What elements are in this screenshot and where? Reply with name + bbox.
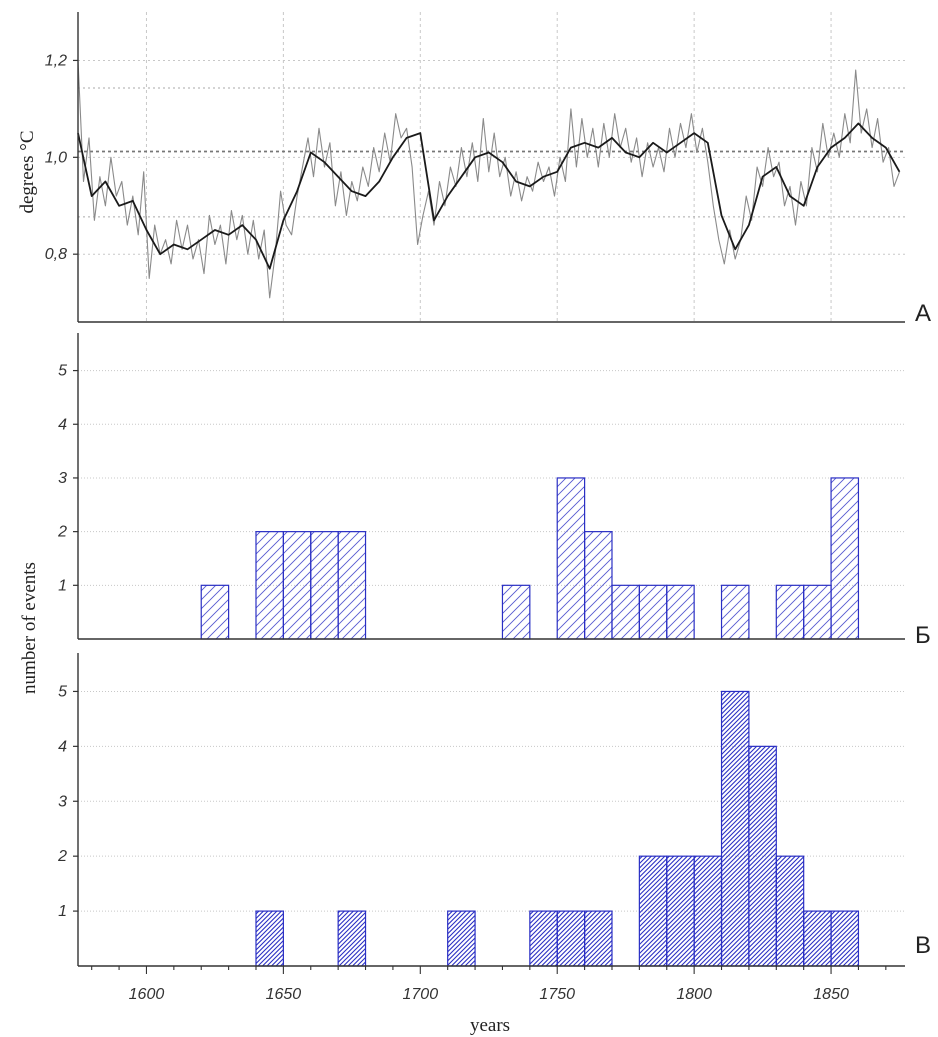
histogram-bar xyxy=(584,910,613,967)
histogram-bar xyxy=(803,910,832,967)
histogram-bar xyxy=(775,584,805,640)
histogram-bar xyxy=(666,584,695,640)
panel-c-bars xyxy=(255,690,860,967)
histogram-bar xyxy=(529,910,558,967)
histogram-bar xyxy=(337,910,367,967)
histogram-bar xyxy=(693,855,723,967)
panel-c-letter: В xyxy=(915,932,931,959)
panel-a-series xyxy=(77,60,901,299)
histogram-bar xyxy=(556,910,586,967)
histogram-bar xyxy=(830,477,860,640)
histogram-bar xyxy=(720,584,750,640)
panel-c-xtick-labels: 1600 1650 1700 1750 1800 1850 xyxy=(129,986,849,1003)
y-tick-label: 2 xyxy=(57,524,67,541)
panel-c-events: 1 2 3 4 5 1600 1650 1700 1750 1800 1850 В years xyxy=(57,653,931,1036)
histogram-bar xyxy=(337,531,367,640)
panel-a-ytick-labels: 0,8 1,0 1,2 xyxy=(45,52,67,263)
x-tick-label: 1650 xyxy=(266,986,302,1003)
y-tick-label: 3 xyxy=(58,793,67,810)
histogram-bar xyxy=(584,531,613,640)
y-tick-label: 5 xyxy=(58,363,67,380)
histogram-bar xyxy=(803,584,832,640)
panel-b-axes xyxy=(73,333,905,640)
histogram-bar xyxy=(310,531,339,640)
y-tick-label: 1,0 xyxy=(45,149,67,166)
panel-c-axes xyxy=(73,653,905,974)
histogram-bar xyxy=(611,584,640,640)
x-tick-label: 1700 xyxy=(403,986,439,1003)
panel-b-letter: Б xyxy=(915,622,931,649)
x-axis-title: years xyxy=(470,1015,510,1036)
x-tick-label: 1800 xyxy=(676,986,712,1003)
panel-a-ylabel: degrees °C xyxy=(17,130,38,213)
y-tick-label: 1,2 xyxy=(45,52,67,69)
y-tick-label: 0,8 xyxy=(45,246,67,263)
y-tick-label: 1 xyxy=(58,903,67,920)
histogram-bar xyxy=(720,690,750,967)
histogram-bar xyxy=(255,910,284,967)
annual-temperature-line xyxy=(77,60,901,299)
panel-a-temperature: 0,8 1,0 1,2 degrees °C А xyxy=(17,12,931,327)
x-tick-label: 1750 xyxy=(539,986,575,1003)
histogram-bar xyxy=(638,855,668,967)
smoothed-temperature-line xyxy=(77,122,901,270)
histogram-bar xyxy=(255,531,284,640)
y-tick-label: 5 xyxy=(58,683,67,700)
panel-a-grid xyxy=(78,12,905,322)
histogram-bar xyxy=(748,745,777,967)
histogram-bar xyxy=(200,584,230,640)
panel-b-grid xyxy=(78,370,905,586)
x-tick-label: 1850 xyxy=(813,986,849,1003)
histogram-bar xyxy=(830,910,860,967)
x-tick-label: 1600 xyxy=(129,986,165,1003)
histogram-bar xyxy=(666,855,695,967)
y-tick-label: 3 xyxy=(58,470,67,487)
panel-c-ytick-labels: 1 2 3 4 5 xyxy=(57,683,67,920)
histogram-bar xyxy=(501,584,531,640)
histogram-bar xyxy=(282,531,312,640)
y-tick-label: 1 xyxy=(58,577,67,594)
panel-b-events: 1 2 3 4 5 Б xyxy=(57,333,931,649)
panel-a-letter: А xyxy=(915,300,931,327)
histogram-bar xyxy=(775,855,805,967)
histogram-bar xyxy=(556,477,586,640)
y-tick-label: 4 xyxy=(58,416,67,433)
panel-a-axes xyxy=(73,12,905,323)
y-tick-label: 4 xyxy=(58,738,67,755)
histogram-bar xyxy=(447,910,476,967)
panel-b-ytick-labels: 1 2 3 4 5 xyxy=(57,363,67,595)
y-tick-label: 2 xyxy=(57,848,67,865)
events-ylabel: number of events xyxy=(19,562,40,694)
histogram-bar xyxy=(638,584,668,640)
panel-b-bars xyxy=(200,477,860,640)
